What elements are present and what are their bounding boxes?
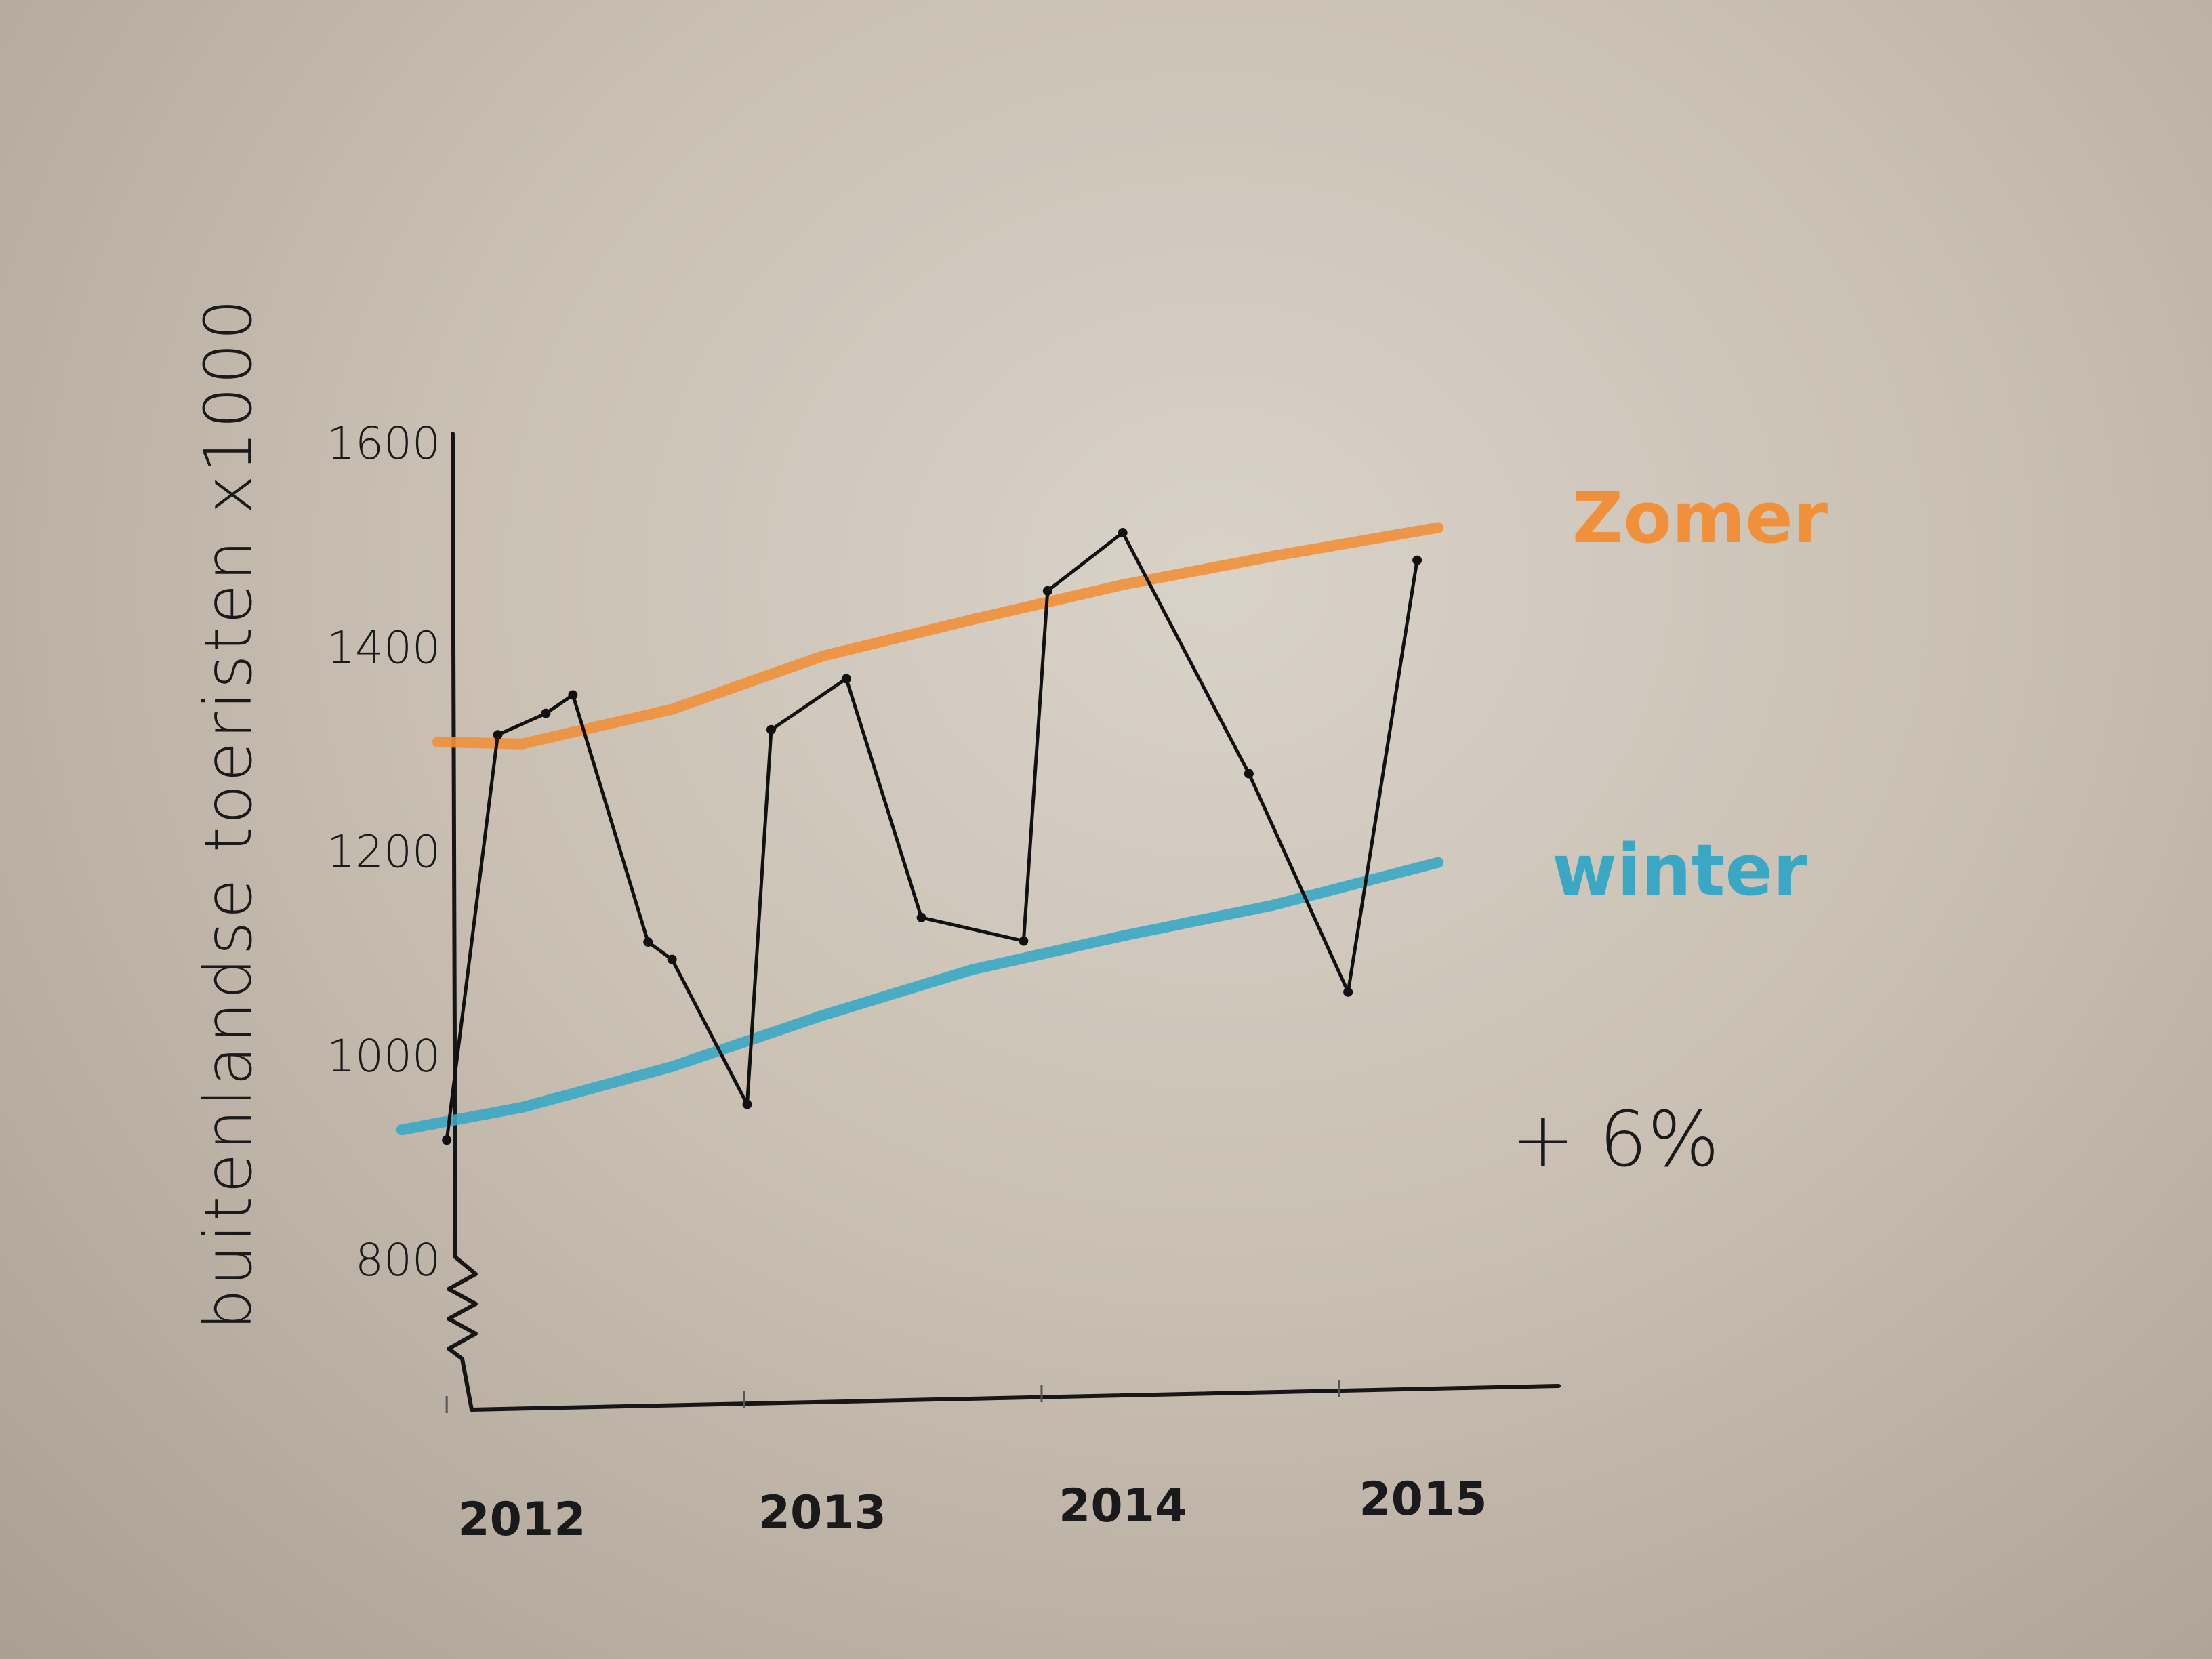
chart-axes [445, 432, 1561, 1413]
data-point [442, 1135, 452, 1145]
data-point [766, 724, 776, 735]
y-tick-labels: 1600 1400 1200 1000 800 [327, 417, 441, 1286]
x-tick-label: 2014 [1059, 1479, 1187, 1533]
data-point [1019, 936, 1029, 946]
data-point [643, 937, 653, 947]
data-point [541, 708, 551, 718]
x-tick-label: 2015 [1359, 1473, 1487, 1526]
series-line-zomer [432, 522, 1444, 750]
axis-break-zigzag [447, 1255, 478, 1412]
legend-label-zomer: Zomer [1572, 476, 1828, 559]
legend-label-winter: winter [1552, 829, 1807, 912]
data-point [667, 954, 677, 964]
series-line-winter [396, 857, 1444, 1136]
y-axis-label: buitenlandse toeristen x1000 [190, 296, 266, 1330]
data-point [1118, 528, 1128, 538]
y-tick-label: 800 [355, 1234, 441, 1286]
data-point [568, 690, 578, 700]
data-point [1412, 555, 1422, 565]
series-layer [396, 522, 1444, 1145]
y-axis-line [451, 432, 457, 1259]
x-tick-labels: 2012 2013 2014 2015 [457, 1473, 1487, 1547]
data-point [916, 912, 926, 922]
x-axis-line [470, 1384, 1561, 1412]
x-tick-label: 2013 [758, 1486, 886, 1540]
data-point [1343, 987, 1353, 997]
y-tick-label: 1200 [327, 826, 441, 878]
series-line-data [445, 531, 1419, 1142]
data-point [841, 674, 851, 684]
annotation-growth: + 6% [1511, 1096, 1719, 1184]
data-point [1042, 586, 1052, 596]
x-tick-label: 2012 [457, 1493, 586, 1547]
y-tick-label: 1600 [327, 417, 441, 470]
data-point [742, 1099, 752, 1109]
data-point [493, 730, 503, 740]
y-tick-label: 1400 [327, 621, 441, 674]
chart-text-layer: buitenlandse toeristen x1000 Zomer winter +… [190, 296, 1828, 1330]
y-tick-label: 1000 [327, 1030, 441, 1082]
data-point [1244, 769, 1254, 779]
